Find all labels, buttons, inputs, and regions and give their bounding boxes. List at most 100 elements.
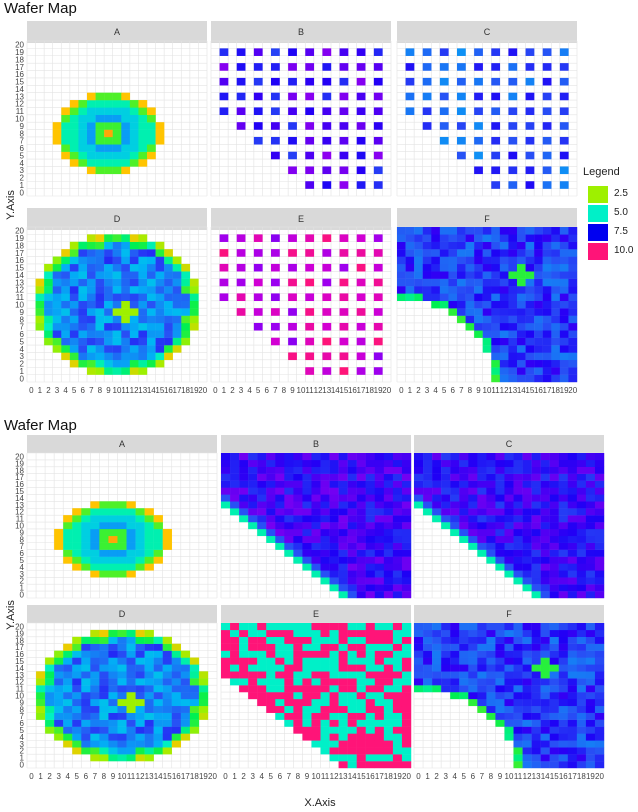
tile-E (383, 719, 394, 727)
tile-F (499, 345, 509, 353)
tile-F (431, 263, 441, 272)
tile-A (87, 151, 96, 160)
tile-B (401, 535, 412, 543)
tile-F (542, 308, 552, 316)
legend-label-1: 2.5 (614, 188, 628, 199)
tile-B (373, 77, 383, 86)
tile-E (322, 263, 332, 272)
x-tick-label: 19 (560, 386, 569, 395)
tile-C (450, 508, 460, 516)
tile-F (448, 249, 458, 257)
tile-F (542, 227, 552, 235)
tile-E (266, 664, 276, 672)
x-tick-label: 6 (471, 772, 476, 781)
tile-F (495, 643, 505, 651)
tile-F (559, 330, 569, 338)
tile-E (356, 733, 366, 741)
tile-D (54, 698, 64, 707)
tile-B (275, 535, 285, 543)
tile-A (52, 136, 62, 145)
tile-E (365, 623, 376, 631)
tile-D (129, 278, 139, 287)
tile-F (540, 643, 550, 651)
tile-F (499, 322, 509, 331)
tile-F (594, 678, 605, 686)
tile-D (126, 671, 136, 679)
tile-E (284, 671, 294, 679)
tile-C (450, 494, 460, 502)
tile-C (432, 459, 442, 467)
tile-F (525, 286, 535, 294)
y-tick-label: 0 (20, 591, 25, 600)
facet-strip-C (397, 21, 577, 43)
facet-label-D: D (119, 609, 126, 619)
tile-E (383, 650, 394, 658)
tile-F (549, 692, 559, 700)
tile-E (221, 650, 231, 658)
tile-D (171, 705, 182, 713)
tile-D (87, 249, 96, 257)
tile-D (138, 315, 148, 324)
tile-D (144, 705, 154, 713)
tile-C (504, 556, 514, 564)
tile-D (155, 263, 165, 272)
tile-C (468, 487, 478, 495)
tile-D (36, 705, 46, 713)
tile-F (525, 330, 535, 338)
tile-C (422, 122, 432, 130)
tile-E (322, 352, 332, 361)
tile-F (486, 664, 496, 672)
tile-F (495, 671, 505, 679)
tile-F (576, 726, 587, 734)
tile-D (126, 664, 136, 672)
tile-E (392, 733, 403, 741)
tile-F (504, 719, 514, 727)
tile-B (271, 92, 280, 101)
tile-D (78, 308, 88, 316)
tile-C (423, 459, 433, 467)
tile-E (320, 747, 330, 755)
tile-B (239, 487, 249, 495)
tile-B (302, 522, 312, 530)
tile-F (549, 733, 559, 741)
tile-C (474, 48, 483, 56)
tile-B (239, 480, 249, 488)
tile-B (230, 466, 240, 474)
tile-C (531, 487, 541, 495)
tile-F (567, 740, 578, 748)
tile-D (52, 263, 62, 272)
tile-E (230, 664, 240, 672)
tile-C (585, 535, 596, 543)
tile-B (253, 63, 263, 71)
tile-B (320, 459, 330, 467)
tile-A (138, 107, 148, 116)
tile-F (414, 657, 424, 665)
tile-E (271, 293, 280, 302)
tile-F (499, 359, 509, 368)
tile-C (549, 563, 559, 571)
tile-D (104, 249, 113, 257)
tile-E (374, 747, 385, 755)
tile-D (198, 692, 209, 700)
tile-F (585, 698, 596, 707)
tile-D (95, 367, 105, 375)
tile-F (457, 293, 466, 302)
tile-E (322, 234, 332, 242)
tile-F (499, 300, 509, 309)
facet-panel-D (26, 622, 218, 769)
tile-A (121, 159, 131, 167)
tile-F (495, 623, 505, 631)
tile-D (147, 256, 156, 265)
tile-B (320, 549, 330, 557)
tile-E (392, 726, 403, 734)
tile-F (531, 664, 541, 672)
tile-D (138, 286, 148, 294)
tile-A (90, 542, 100, 550)
tile-D (138, 345, 148, 353)
tile-E (311, 726, 321, 734)
tile-F (513, 629, 523, 637)
tile-B (293, 494, 303, 502)
tile-E (302, 685, 312, 693)
tile-C (559, 63, 569, 71)
tile-C (567, 494, 578, 502)
